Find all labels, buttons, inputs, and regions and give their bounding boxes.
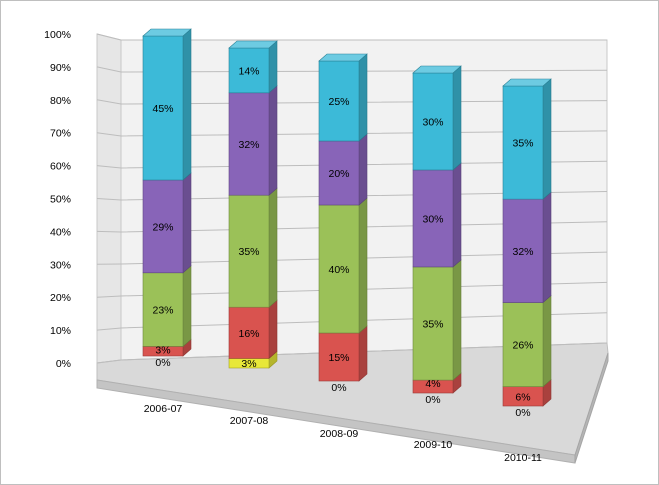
bar-segment: [142, 35, 184, 181]
x-axis: 2006-07 2007-08 2008-09 2009-10 2010-11: [144, 403, 542, 464]
bar-segment-side: [268, 299, 278, 360]
data-label: 6%: [515, 391, 530, 403]
bar-stack: 0% 15% 40% 20% 25%: [318, 53, 368, 394]
bar-top: [412, 65, 462, 74]
bar-segment: [318, 60, 360, 142]
x-tick-label: 2010-11: [504, 452, 542, 464]
bar-segment: [228, 47, 270, 94]
y-tick-label: 60%: [50, 161, 71, 173]
y-tick-label: 50%: [50, 194, 71, 206]
bar-stack: 0% 6% 26% 32% 35%: [502, 78, 552, 419]
bar-segment-side: [542, 294, 552, 388]
x-tick-label: 2009-10: [414, 439, 453, 451]
data-label: 0%: [155, 357, 170, 369]
bar-segment: [502, 302, 544, 387]
y-tick-label: 40%: [50, 226, 71, 238]
data-label: 20%: [328, 168, 349, 180]
bar-segment: [318, 140, 360, 206]
y-tick-label: 100%: [44, 29, 71, 41]
bar-segment-side: [268, 85, 278, 196]
bar-stack: 3% 16% 35% 32% 14%: [228, 40, 278, 370]
data-label: 4%: [425, 378, 440, 390]
data-label: 26%: [512, 340, 533, 352]
bar-segment-side: [268, 40, 278, 94]
bar-segment: [318, 204, 360, 334]
bar-segment: [412, 169, 454, 268]
data-label: 3%: [155, 344, 170, 356]
bar-segment: [412, 72, 454, 171]
bar-segment-side: [452, 259, 462, 381]
bar-segment: [142, 179, 184, 274]
bar-segment-side: [358, 53, 368, 142]
data-label: 29%: [152, 221, 173, 233]
data-label: 0%: [515, 407, 530, 419]
data-label: 15%: [328, 352, 349, 364]
y-tick-label: 10%: [50, 325, 71, 337]
data-label: 0%: [331, 382, 346, 394]
bar-segment: [412, 266, 454, 381]
y-tick-label: 20%: [50, 292, 71, 304]
bar-segment-side: [182, 265, 192, 348]
y-tick-label: 30%: [50, 259, 71, 271]
data-label: 32%: [512, 246, 533, 258]
data-label: 0%: [425, 394, 440, 406]
data-label: 45%: [152, 103, 173, 115]
bar-segment-side: [452, 162, 462, 268]
data-label: 40%: [328, 264, 349, 276]
bar-segment-side: [358, 197, 368, 334]
bars: 0%3%23%29%45%3%16%35%32%14%0%15%40%20%25…: [142, 28, 552, 419]
bar-top: [502, 78, 552, 87]
bar-segment: [228, 194, 270, 308]
data-label: 35%: [422, 319, 443, 331]
y-tick-label: 0%: [56, 358, 71, 370]
data-label: 14%: [238, 65, 259, 77]
y-axis: 0% 10% 20% 30% 40% 50% 60% 70% 80% 90% 100%: [44, 29, 71, 370]
data-label: 30%: [422, 213, 443, 225]
bar-segment: [142, 272, 184, 347]
y-tick-label: 70%: [50, 128, 71, 140]
x-tick-label: 2008-09: [320, 428, 359, 440]
bar-segment-side: [182, 172, 192, 274]
data-label: 30%: [422, 116, 443, 128]
bar-top: [142, 28, 192, 37]
bar-segment-side: [358, 325, 368, 382]
floor-side-edge: [574, 352, 609, 464]
bar-segment-side: [268, 187, 278, 308]
data-label: 25%: [328, 96, 349, 108]
data-label: 32%: [238, 139, 259, 151]
y-tick-label: 90%: [50, 62, 71, 74]
gridline: [96, 33, 607, 41]
bar-top: [228, 40, 278, 49]
bar-segment-side: [452, 65, 462, 171]
bar-stack: 0%3% 23% 29% 45%: [142, 28, 192, 369]
bar-segment-side: [542, 78, 552, 200]
bar-segment-side: [358, 133, 368, 206]
bar-segment-side: [182, 28, 192, 181]
bar-segment-side: [542, 191, 552, 304]
data-label: 35%: [512, 138, 533, 150]
bar-segment: [228, 306, 270, 359]
x-tick-label: 2006-07: [144, 403, 183, 415]
x-tick-label: 2007-08: [230, 415, 269, 427]
bar-top: [318, 53, 368, 62]
data-label: 23%: [152, 305, 173, 317]
bar-stack: 0% 4% 35% 30% 30%: [412, 65, 462, 406]
bar-segment: [228, 92, 270, 196]
data-label: 3%: [241, 358, 256, 370]
y-tick-label: 80%: [50, 95, 71, 107]
data-label: 35%: [238, 246, 259, 258]
data-label: 16%: [238, 328, 259, 340]
